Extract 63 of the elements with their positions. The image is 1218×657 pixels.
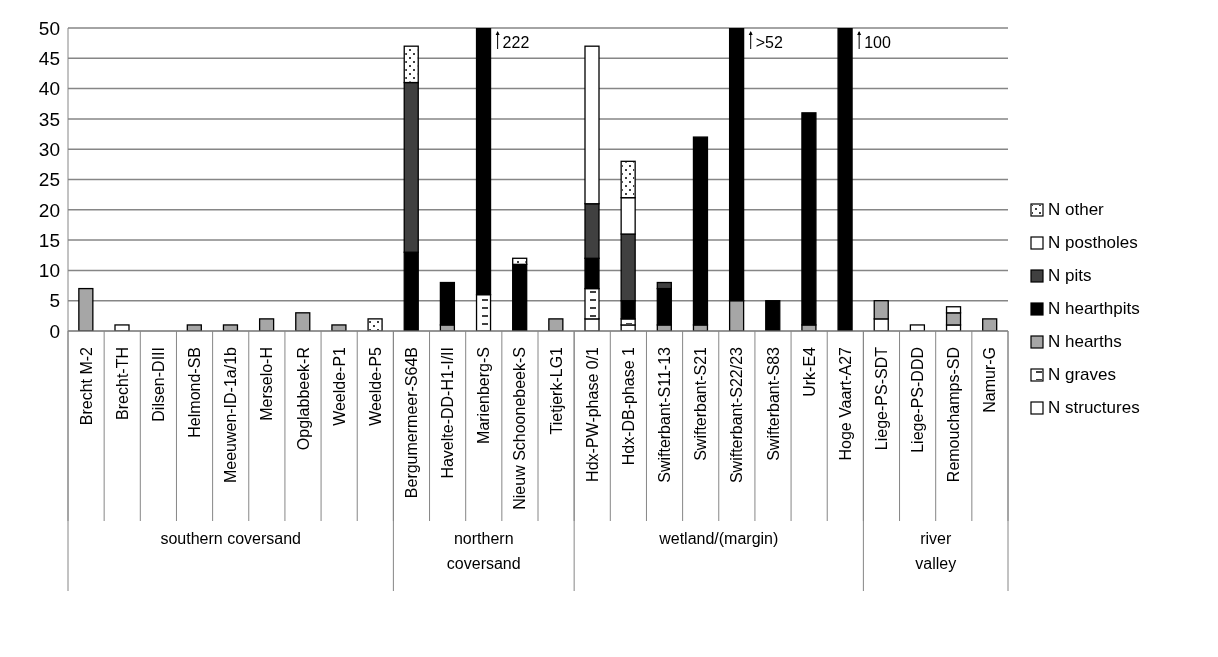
bar [114,324,130,331]
x-tick-label: Meeuwen-ID-1a/1b [222,346,240,484]
x-tick-label: Weelde-P1 [330,346,348,426]
y-tick-label: 25 [38,169,60,191]
legend-label: N other [1048,199,1104,220]
x-tick-label: Namur-G [981,347,999,413]
x-tick-label: Hdx-PW-phase 0/1 [583,346,601,482]
legend-label: N structures [1048,397,1140,418]
x-tick-label: Liege-PS-DDD [909,347,927,453]
x-tick-label: Remouchamps-SD [945,347,963,483]
bar [765,300,781,331]
y-tick-label: 0 [49,320,60,342]
bar [548,318,564,331]
y-tick-label: 5 [49,290,60,312]
x-tick-label: Brecht M-2 [77,346,95,426]
y-tick-label: 30 [38,138,60,160]
bar [331,324,347,331]
x-tick-label: Helmond-SB [186,347,204,438]
legend-label: N hearthpits [1048,298,1140,319]
x-tick-label: Swifterbant-S22/23 [728,346,746,484]
y-tick-label: 10 [38,260,60,282]
bar [295,312,311,331]
legend-label: N pits [1048,265,1092,286]
y-tick-label: 20 [38,199,60,221]
x-tick-label: Swifterbant-S83 [764,346,782,461]
x-tick-label: Tietjerk-LG1 [547,346,565,435]
bar [837,28,853,331]
bar [78,287,94,331]
bar [801,112,817,326]
x-tick-label: Dilsen-DIII [149,347,167,422]
text: wetland/(margin) [658,530,779,547]
bar [439,281,456,326]
bar [258,318,275,331]
annotation: 222 [502,33,530,51]
y-tick-label: 40 [38,78,60,100]
x-tick-label: Havelte-DD-H1-I/II [439,347,457,479]
y-tick-label: 50 [38,17,60,39]
x-tick-label: Urk-E4 [800,346,818,397]
x-tick-label: Weelde-P5 [366,346,384,426]
x-tick-label: Brecht-TH [113,347,131,420]
y-tick-label: 45 [38,48,60,70]
legend-label: N postholes [1048,232,1138,253]
y-tick-label: 35 [38,108,60,130]
text: northern coversand [446,530,521,572]
legend-label: N hearths [1048,331,1122,352]
x-tick-label: Hdx-DB-phase 1 [619,346,637,466]
annotation: 100 [864,33,891,51]
annotation: >52 [755,33,783,51]
x-tick-label: Merselo-H [258,347,276,421]
y-tick-label: 15 [38,229,60,251]
x-tick-label: Marienberg-S [475,347,493,444]
x-tick-label: Swifterbant-S11-13 [656,346,674,483]
x-tick-label: Swifterbant-S21 [692,346,710,461]
text: river valley [915,530,957,572]
x-tick-label: Hoge Vaart-A27 [836,346,854,461]
x-tick-label: Bergumermeer-S64B [402,347,420,499]
text: southern coversand [160,530,301,547]
x-tick-label: Opglabbeek-R [294,347,312,451]
legend-label: N graves [1048,364,1117,385]
x-tick-label: Liege-PS-SDT [872,346,890,451]
x-tick-label: Nieuw Schoonebeek-S [511,347,529,510]
bar [692,136,709,326]
bar [982,318,998,331]
